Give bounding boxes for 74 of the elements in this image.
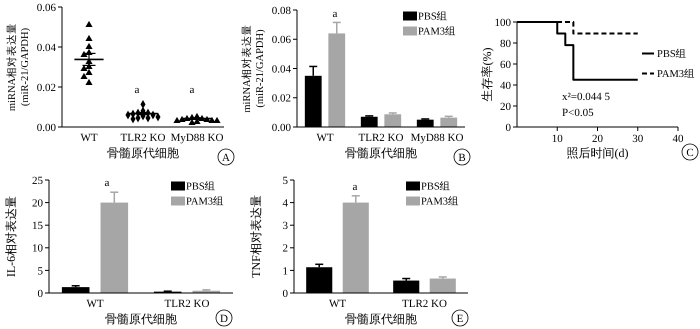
y-tick-label: 0 <box>506 122 512 134</box>
x-axis-title: 骨髓原代细胞 <box>345 312 417 326</box>
bar <box>430 278 456 293</box>
bar <box>384 114 402 127</box>
y-axis-title: 生存率(%) <box>480 48 494 102</box>
y-tick-label: 0 <box>282 288 288 300</box>
x-tick-label: MyD88 KO <box>170 132 224 144</box>
x-tick-label: WT <box>80 132 98 144</box>
annotation: a <box>332 8 338 20</box>
y-axis-title: IL-6相对表达量 <box>4 196 18 278</box>
y-axis-title: miRNA相对表达量 (miR-21/GAPDH) <box>240 24 266 113</box>
annotation: P<0.05 <box>562 107 594 119</box>
y-tick-label: 15 <box>32 220 44 232</box>
y-tick-label: 0.00 <box>36 122 56 134</box>
x-tick-label: TLR2 KO <box>402 298 448 310</box>
legend-label: PAM3组 <box>657 68 696 80</box>
annotation: a <box>190 84 195 96</box>
x-tick-label: MyD88 KO <box>410 132 464 144</box>
y-tick-label: 0 <box>38 288 44 300</box>
y-tick-label: 80 <box>500 38 512 50</box>
y-tick-label: 0.02 <box>36 82 56 94</box>
x-tick-label: TLR2 KO <box>358 132 404 144</box>
y-tick-label: 0.00 <box>272 122 292 134</box>
legend-label: PBS组 <box>418 10 448 23</box>
y-tick-label: 20 <box>500 100 512 113</box>
y-tick-label: 60 <box>500 58 512 71</box>
x-axis-title: 照后时间(d) <box>566 146 628 160</box>
y-tick-label: 4 <box>282 197 288 210</box>
text: B <box>458 152 466 164</box>
text: C <box>686 146 694 159</box>
y-axis-title: TNF相对表达量 <box>249 195 263 278</box>
x-tick-label: 20 <box>592 133 604 145</box>
legend-label: PBS组 <box>421 180 451 193</box>
x-axis-title: 骨髓原代细胞 <box>107 146 179 160</box>
y-tick-label: 100 <box>494 16 512 29</box>
legend-label: PBS组 <box>657 48 687 60</box>
y-tick-label: 10 <box>32 242 44 255</box>
legend-label: PBS组 <box>186 180 216 193</box>
text: A <box>222 152 230 164</box>
y-tick-label: 20 <box>32 197 44 210</box>
bar <box>440 118 458 127</box>
y-tick-label: 0.04 <box>272 63 292 76</box>
y-tick-label: 0.06 <box>36 2 56 14</box>
x-tick-label: 10 <box>552 133 564 145</box>
y-tick-label: 1 <box>282 265 288 278</box>
y-tick-label: 0.02 <box>272 92 291 105</box>
y-tick-label: 2 <box>282 242 288 255</box>
x-tick-label: TLR2 KO <box>164 298 210 310</box>
annotation: a <box>352 181 358 193</box>
y-axis-title: miRNA相对表达量 (miR-21/GAPDH) <box>5 22 31 112</box>
x-tick-label: WT <box>328 298 346 310</box>
text: D <box>220 312 228 325</box>
legend-label: PAM3组 <box>421 196 460 208</box>
x-tick-label: 30 <box>632 133 644 145</box>
y-tick-label: 5 <box>282 174 288 187</box>
legend-label: PAM3组 <box>418 26 456 38</box>
x-tick-label: WT <box>86 298 104 310</box>
x-tick-label: TLR2 KO <box>120 132 166 144</box>
x-axis-title: 骨髓原代细胞 <box>105 312 177 326</box>
x-tick-label: 40 <box>672 133 684 145</box>
x-axis-title: 骨髓原代细胞 <box>345 146 417 160</box>
annotation: x²=0.044 5 <box>562 91 610 103</box>
y-tick-label: 3 <box>282 220 288 232</box>
y-tick-label: 0.04 <box>36 42 56 54</box>
y-tick-label: 0.06 <box>272 34 292 46</box>
x-tick-label: WT <box>316 132 334 144</box>
y-tick-label: 40 <box>500 80 512 92</box>
y-tick-label: 25 <box>32 174 44 187</box>
legend-label: PAM3组 <box>186 196 224 208</box>
annotation: a <box>134 84 140 96</box>
text: E <box>456 312 464 325</box>
y-tick-label: 0.08 <box>272 4 292 17</box>
annotation: a <box>104 177 110 189</box>
y-tick-label: 5 <box>38 265 44 278</box>
